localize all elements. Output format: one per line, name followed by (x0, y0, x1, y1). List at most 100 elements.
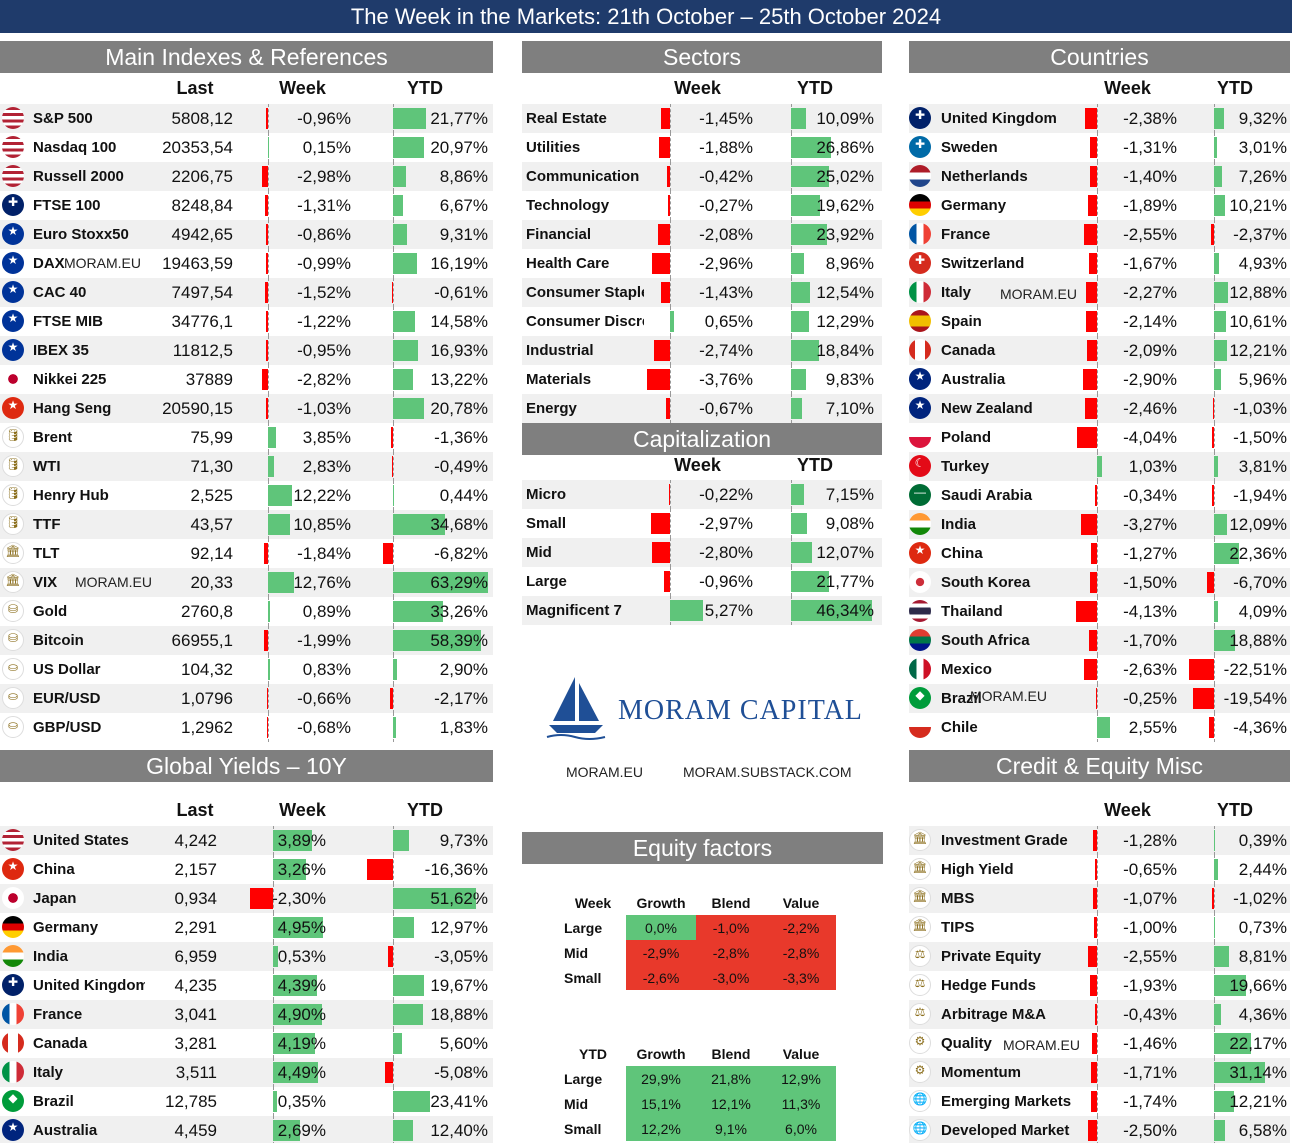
row-name: Mexico (941, 661, 992, 678)
watermark-text: MORAM.EU (1000, 286, 1077, 302)
table-row: Health Care -2,96% 8,96% (522, 249, 882, 278)
week-bar (273, 1062, 318, 1083)
table-row: Utilities -1,88% 26,86% (522, 133, 882, 162)
week-axis (1097, 855, 1098, 884)
row-name: United Kingdom (33, 977, 145, 994)
table-row: ★ DAX 19463,59 -0,99% 16,19% (0, 249, 493, 278)
row-name: Australia (33, 1122, 98, 1139)
week-axis (1097, 481, 1098, 510)
ytd-change: 19,67% (430, 976, 488, 995)
week-axis (1097, 162, 1098, 191)
germany-flag (909, 194, 931, 216)
ytd-change: 8,96% (825, 254, 874, 273)
row-name: United Kingdom (941, 110, 1057, 127)
ytd-bar (1214, 917, 1216, 938)
ytd-axis (393, 539, 394, 568)
week-change: -1,27% (1123, 544, 1177, 563)
ytd-change: 4,09% (1238, 602, 1287, 621)
grid-cell: -2,8% (696, 940, 766, 965)
week-change: 2,69% (277, 1121, 326, 1140)
week-change: 0,89% (302, 602, 351, 621)
website-link[interactable]: MORAM.EU (566, 764, 643, 780)
ytd-change: -2,17% (434, 689, 488, 708)
ytd-axis (393, 1058, 394, 1087)
week-bar (1089, 572, 1097, 593)
ytd-axis (393, 684, 394, 713)
row-name: China (941, 545, 983, 562)
week-bar (1076, 427, 1097, 448)
week-change: -1,46% (1123, 1034, 1177, 1053)
ytd-change: 0,39% (1238, 831, 1287, 850)
factor-grid-ytd: YTD Growth Blend Value Large 29,9% 21,8% 12,9% M… (560, 1041, 836, 1141)
week-axis (268, 713, 269, 742)
week-axis (1097, 913, 1098, 942)
table-row: India -3,27% 12,09% (909, 510, 1290, 539)
table-row: ✚ United Kingdom 4,235 4,39% 19,67% (0, 971, 493, 1000)
week-change: -0,65% (1123, 860, 1177, 879)
newzealand-flag: ★ (909, 397, 931, 419)
week-axis (1097, 1116, 1098, 1143)
ytd-bar (791, 513, 807, 534)
gears-icon: ⚙ (909, 1032, 931, 1054)
last-value: 3,041 (174, 1005, 217, 1024)
row-name: CAC 40 (33, 284, 87, 301)
grid-column-growth: Growth (636, 894, 686, 911)
ytd-bar (393, 630, 481, 651)
week-bar (265, 195, 268, 216)
ytd-axis (393, 942, 394, 971)
ytd-bar (1214, 514, 1228, 535)
page-title: The Week in the Markets: 21th October – … (0, 0, 1292, 33)
grid-row-small: Small (564, 1120, 602, 1137)
ytd-change: 5,96% (1238, 370, 1287, 389)
row-name: Hang Seng (33, 400, 112, 417)
table-row: Chile 2,55% -4,36% (909, 713, 1290, 742)
oil-icon: 🛢 (2, 426, 24, 448)
table-row: Consumer Discre 0,65% 12,29% (522, 307, 882, 336)
switzerland-flag: ✚ (909, 252, 931, 274)
ytd-change: 51,62% (430, 889, 488, 908)
week-change: 12,22% (293, 486, 351, 505)
row-name: Canada (33, 1035, 88, 1052)
week-change: -1,93% (1123, 976, 1177, 995)
eu-flag: ★ (2, 223, 24, 245)
week-bar (266, 108, 268, 129)
week-axis (1097, 684, 1098, 713)
table-row: — Saudi Arabia -0,34% -1,94% (909, 481, 1290, 510)
row-name: Large (526, 573, 567, 590)
week-change: -0,96% (297, 109, 351, 128)
table-row: Nikkei 225 37889 -2,82% 13,22% (0, 365, 493, 394)
ytd-change: 21,77% (816, 572, 874, 591)
row-name: Italy (941, 284, 972, 301)
week-axis (1097, 626, 1098, 655)
table-row: Real Estate -1,45% 10,09% (522, 104, 882, 133)
table-row: ★ Australia 4,459 2,69% 12,40% (0, 1116, 493, 1143)
week-bar (273, 946, 279, 967)
ytd-axis (393, 452, 394, 481)
row-name: Nasdaq 100 (33, 139, 117, 156)
last-value: 5808,12 (171, 109, 233, 128)
week-axis (1097, 1058, 1098, 1087)
week-bar (670, 311, 674, 332)
last-value: 4,459 (174, 1121, 217, 1140)
week-axis (670, 191, 671, 220)
week-bar (273, 1033, 315, 1054)
week-axis (268, 626, 269, 655)
row-name: Brazil (33, 1093, 74, 1110)
week-change: -2,82% (297, 370, 351, 389)
substack-link[interactable]: MORAM.SUBSTACK.COM (683, 764, 852, 780)
week-change: 3,89% (277, 831, 326, 850)
ytd-axis (1214, 655, 1215, 684)
france-flag (909, 223, 931, 245)
week-change: -0,68% (297, 718, 351, 737)
column-header-week: Week (1104, 78, 1151, 98)
week-bar (273, 859, 306, 880)
week-bar (268, 659, 270, 680)
ytd-change: 12,97% (430, 918, 488, 937)
ytd-bar (1214, 1062, 1266, 1083)
week-change: -2,27% (1123, 283, 1177, 302)
ytd-change: 7,15% (825, 485, 874, 504)
week-change: -4,04% (1123, 428, 1177, 447)
ytd-change: -19,54% (1223, 689, 1287, 708)
ytd-change: 23,41% (430, 1092, 488, 1111)
last-value: 3,511 (175, 1063, 217, 1082)
